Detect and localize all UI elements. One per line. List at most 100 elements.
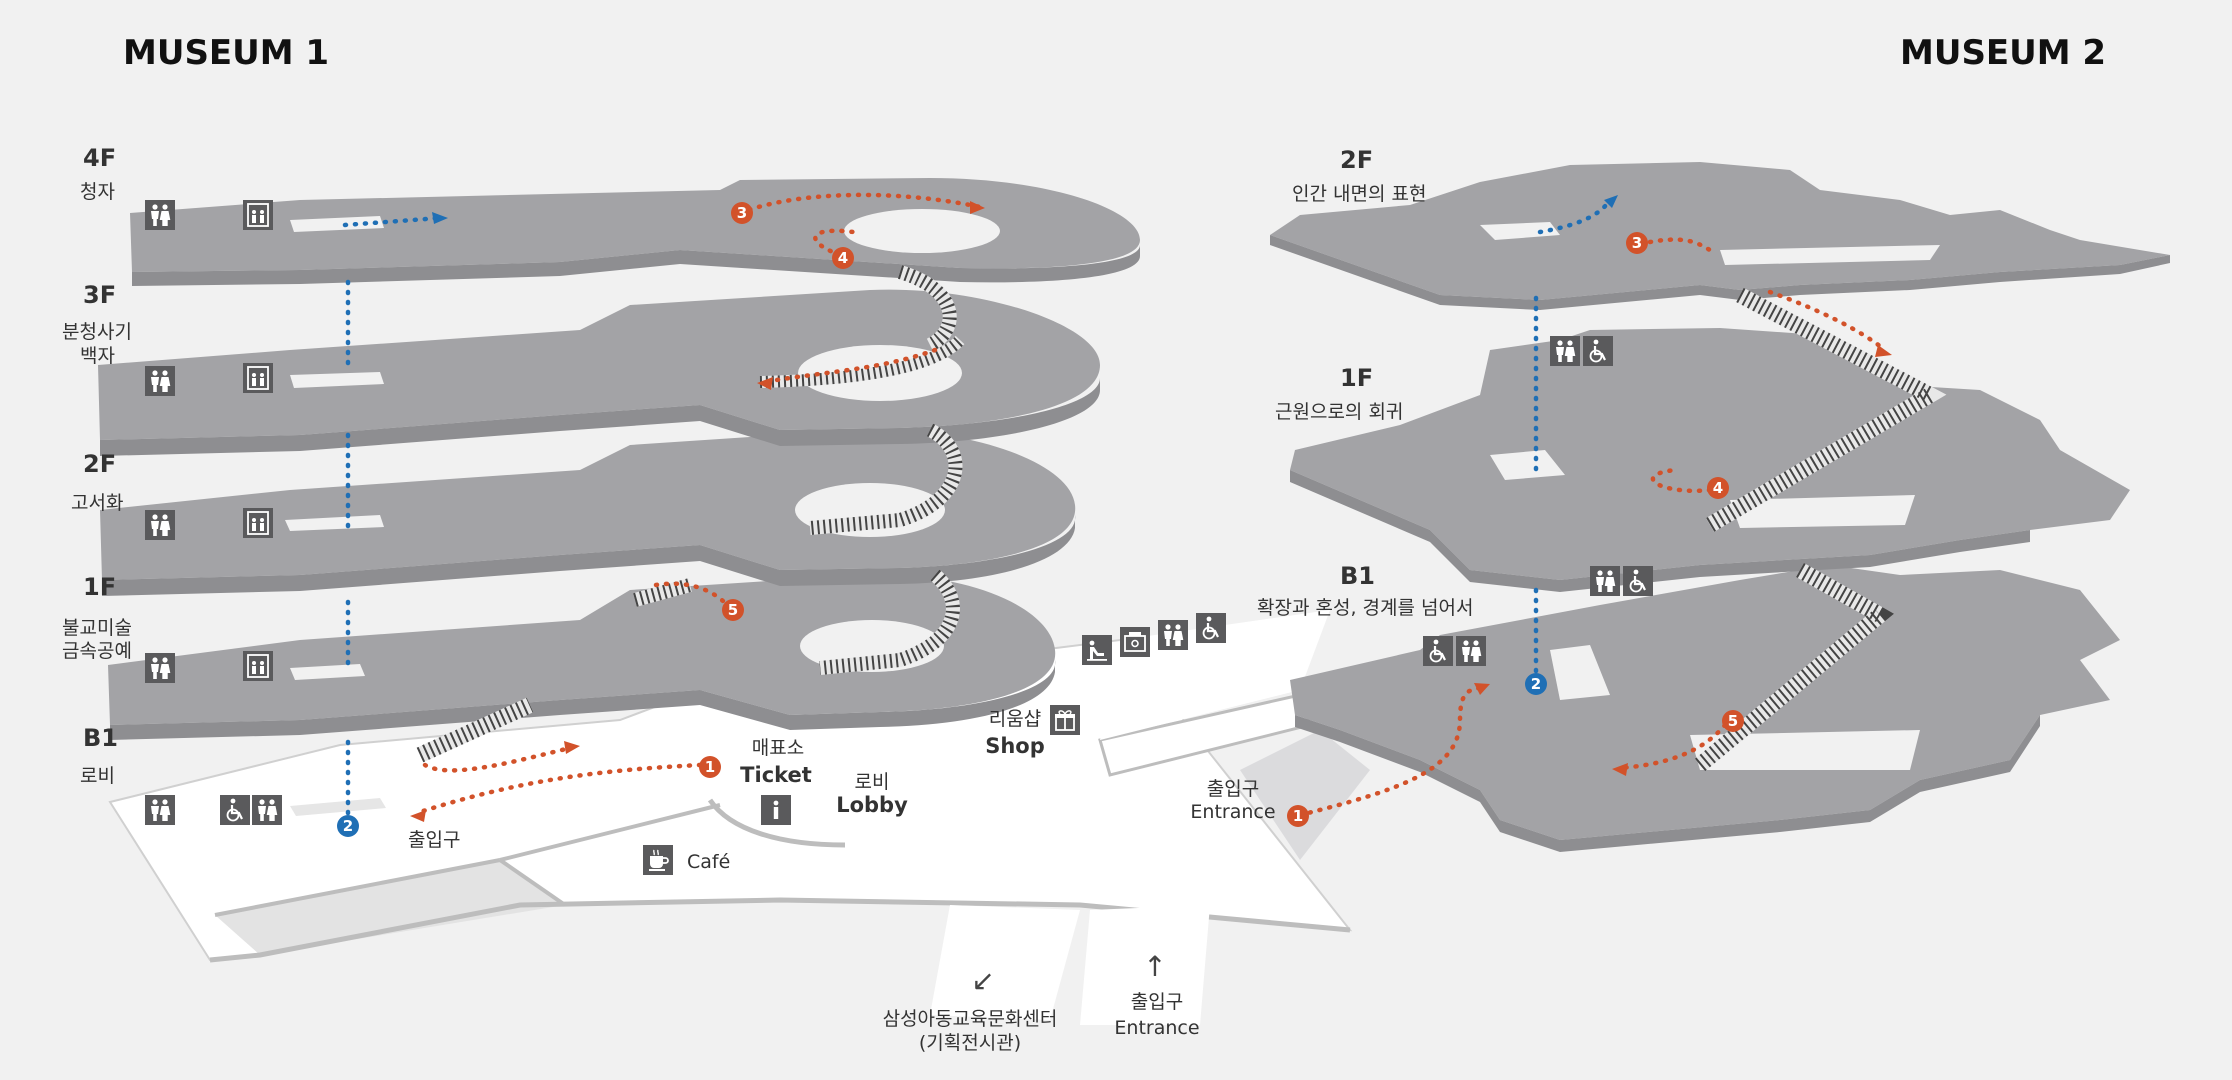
svg-text:3: 3: [1632, 234, 1642, 252]
wheelchair-icon: [1423, 636, 1453, 666]
baby-change-icon: [1082, 635, 1112, 665]
ticket-kr-label: 매표소: [752, 737, 804, 759]
restroom-icon: [1550, 336, 1580, 366]
museum2-marker-4: 4: [1707, 477, 1729, 499]
floor-name: 청자: [80, 181, 115, 203]
museum1-marker-3: 3: [731, 202, 753, 224]
wheelchair-icon: [220, 795, 250, 825]
svg-text:4: 4: [1713, 479, 1723, 497]
lobby-en-label: Lobby: [836, 793, 908, 817]
education-center-label: 삼성아동교육문화센터: [883, 1008, 1058, 1030]
wheelchair-icon: [1583, 336, 1613, 366]
floor-name: 금속공예: [62, 640, 132, 662]
locker-icon: [1120, 627, 1150, 657]
floor-name: 인간 내면의 표현: [1292, 183, 1426, 205]
floor-code: 1F: [83, 573, 116, 601]
museum2-plate-1f: [1290, 328, 2130, 592]
floor-name: 근원으로의 회귀: [1275, 401, 1403, 423]
restroom-icon: [145, 366, 175, 396]
museum1-title: MUSEUM 1: [123, 33, 329, 73]
entrance-kr-label: 출입구: [1131, 991, 1183, 1013]
elevator-icon: [243, 200, 273, 230]
wheelchair-icon: [1196, 613, 1226, 643]
museum1-plate-1f: [108, 574, 1056, 740]
exit-label: 출입구: [408, 829, 460, 851]
lobby-kr-label: 로비: [855, 771, 890, 793]
outside-labels: ↙ 삼성아동교육문화센터 (기획전시관) ↑ 출입구 Entrance: [883, 950, 1200, 1054]
floor-name: 로비: [80, 765, 115, 787]
museum2-staircases: [1694, 287, 1947, 772]
svg-text:3: 3: [737, 204, 747, 222]
restroom-icon: [1158, 620, 1188, 650]
museum2-entrance-label: 출입구 Entrance: [1190, 778, 1275, 823]
museum2-marker-2: 2: [1525, 673, 1547, 695]
ticket-en-label: Ticket: [740, 763, 812, 787]
svg-text:Entrance: Entrance: [1190, 801, 1275, 823]
restroom-icon: [145, 200, 175, 230]
floor-name: 불교미술: [62, 617, 132, 639]
museum2-marker-3: 3: [1626, 232, 1648, 254]
museum1-marker-5: 5: [722, 599, 744, 621]
restroom-icon: [145, 510, 175, 540]
museum1-ground-floor: [108, 610, 1370, 1025]
museum1-plate-4f: [130, 178, 1140, 286]
floor-code: 3F: [83, 281, 116, 309]
museum1-floor-plates: [98, 178, 1140, 816]
education-center-sub-label: (기획전시관): [919, 1032, 1021, 1054]
elevator-icon: [243, 363, 273, 393]
svg-text:2: 2: [343, 817, 353, 835]
museum2-floor-labels: 2F 인간 내면의 표현 1F 근원으로의 회귀 B1 확장과 혼성, 경계를 …: [1257, 146, 1473, 619]
svg-text:5: 5: [1728, 712, 1738, 730]
floor-code: 1F: [1340, 364, 1373, 392]
museum2-marker-1: 1: [1287, 805, 1309, 827]
restroom-icon: [145, 653, 175, 683]
restroom-icon: [1590, 566, 1620, 596]
museum2-marker-5: 5: [1722, 710, 1744, 732]
floor-code: 2F: [1340, 146, 1373, 174]
museum2-plate-b1: [1290, 565, 2120, 852]
museum1-marker-2: 2: [337, 815, 359, 837]
restroom-icon: [252, 795, 282, 825]
floor-code: 2F: [83, 450, 116, 478]
museum1-place-labels: 출입구 매표소 Ticket 로비 Lobby Café 리움샵 Shop: [408, 708, 1045, 873]
elevator-icon: [243, 508, 273, 538]
svg-text:출입구: 출입구: [1207, 778, 1259, 800]
coffee-cup-icon: [643, 845, 673, 875]
restroom-icon: [1456, 636, 1486, 666]
floor-code: B1: [83, 724, 118, 752]
museum2-title: MUSEUM 2: [1900, 33, 2106, 73]
museum1-spiral-staircase: [416, 265, 965, 763]
floor-code: B1: [1340, 562, 1375, 590]
arrow-down-icon: ↙: [971, 964, 994, 997]
floor-name: 고서화: [71, 492, 123, 514]
museum1-marker-4: 4: [832, 247, 854, 269]
floor-name: 확장과 혼성, 경계를 넘어서: [1257, 597, 1473, 619]
svg-text:1: 1: [705, 758, 715, 776]
shop-kr-label: 리움샵: [989, 708, 1041, 730]
elevator-icon: [243, 651, 273, 681]
museum1-plate-2f: [100, 429, 1076, 596]
routes: [342, 192, 1888, 818]
floor-name: 분청사기: [62, 321, 132, 343]
cafe-label: Café: [687, 851, 730, 873]
svg-text:2: 2: [1531, 675, 1541, 693]
museum1-marker-1: 1: [699, 756, 721, 778]
svg-text:4: 4: [838, 249, 848, 267]
wheelchair-icon: [1623, 566, 1653, 596]
floor-code: 4F: [83, 144, 116, 172]
route-arrowheads: [410, 195, 1892, 822]
entrance-en-label: Entrance: [1114, 1017, 1199, 1039]
museum2-plate-2f: [1270, 162, 2170, 310]
info-icon: [761, 795, 791, 825]
museum1-markers: 1 2 3 4 5: [337, 202, 854, 837]
museum1-floor-labels: 4F 청자 3F 분청사기 백자 2F 고서화 1F 불교미술 금속공예 B1 …: [62, 144, 132, 787]
arrow-up-icon: ↑: [1143, 950, 1166, 983]
museum2-markers: 1 2 3 4 5: [1287, 232, 1744, 827]
restroom-icon: [145, 795, 175, 825]
gift-icon: [1050, 705, 1080, 735]
shop-en-label: Shop: [985, 734, 1045, 758]
svg-text:5: 5: [728, 601, 738, 619]
svg-text:1: 1: [1293, 807, 1303, 825]
floor-name: 백자: [80, 345, 115, 367]
